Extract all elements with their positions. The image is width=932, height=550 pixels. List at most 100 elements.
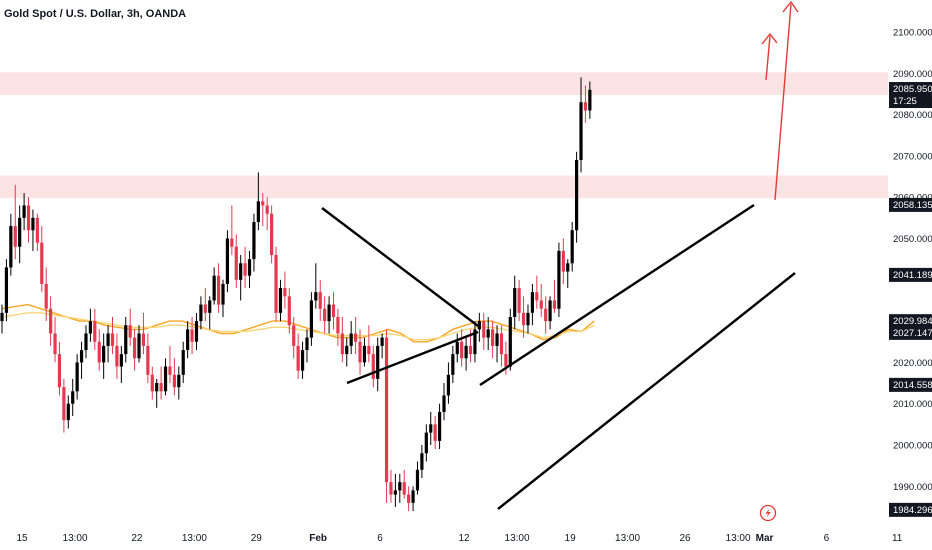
candle[interactable] bbox=[212, 267, 216, 305]
candle[interactable] bbox=[331, 292, 336, 330]
channel-upper-trendline[interactable] bbox=[479, 203, 755, 387]
candle[interactable] bbox=[437, 403, 442, 450]
candle[interactable] bbox=[287, 288, 291, 334]
candle[interactable] bbox=[247, 250, 252, 289]
candle[interactable] bbox=[486, 316, 490, 351]
candle[interactable] bbox=[460, 329, 464, 367]
time-axis[interactable]: 15 13:00 22 13:00 29 Feb 6 12 13:00 19 13:00 26 13:0… bbox=[16, 533, 902, 544]
candle[interactable] bbox=[309, 292, 313, 346]
candle[interactable] bbox=[18, 205, 22, 264]
candle[interactable] bbox=[300, 341, 305, 379]
candle[interactable] bbox=[155, 378, 159, 408]
candle[interactable] bbox=[407, 486, 411, 512]
candle[interactable] bbox=[552, 279, 557, 313]
candle[interactable] bbox=[314, 263, 318, 309]
candle[interactable] bbox=[535, 275, 539, 309]
candle[interactable] bbox=[296, 333, 300, 379]
candle[interactable] bbox=[278, 279, 283, 322]
candle[interactable] bbox=[44, 267, 48, 322]
candle[interactable] bbox=[336, 308, 340, 346]
candle[interactable] bbox=[588, 81, 592, 119]
trendline-drawings[interactable] bbox=[321, 0, 799, 510]
candle[interactable] bbox=[517, 279, 521, 322]
candle[interactable] bbox=[451, 345, 455, 384]
candle[interactable] bbox=[583, 85, 588, 123]
candle[interactable] bbox=[186, 321, 190, 359]
channel-lower-trendline[interactable] bbox=[497, 272, 796, 510]
candle[interactable] bbox=[252, 213, 256, 272]
projection-arrow-short[interactable] bbox=[765, 35, 771, 81]
candle[interactable] bbox=[570, 221, 574, 272]
candle[interactable] bbox=[159, 366, 163, 400]
candle[interactable] bbox=[190, 316, 194, 355]
candle[interactable] bbox=[79, 341, 84, 379]
candle[interactable] bbox=[477, 312, 481, 342]
candle[interactable] bbox=[539, 283, 543, 317]
lightning-icon[interactable] bbox=[759, 504, 777, 522]
candle[interactable] bbox=[340, 316, 344, 363]
candle[interactable] bbox=[327, 296, 331, 334]
candle[interactable] bbox=[239, 255, 243, 301]
candle[interactable] bbox=[398, 473, 402, 503]
candle[interactable] bbox=[66, 395, 70, 429]
candle[interactable] bbox=[499, 325, 504, 367]
candle[interactable] bbox=[354, 316, 358, 355]
candle[interactable] bbox=[561, 238, 565, 284]
triangle-upper-trendline[interactable] bbox=[321, 207, 479, 327]
candle[interactable] bbox=[71, 378, 75, 417]
candle[interactable] bbox=[75, 354, 79, 400]
candle[interactable] bbox=[57, 341, 62, 396]
candle[interactable] bbox=[199, 296, 203, 330]
candle[interactable] bbox=[106, 325, 110, 363]
candle[interactable] bbox=[274, 246, 278, 322]
candle[interactable] bbox=[579, 77, 583, 173]
candle[interactable] bbox=[345, 337, 349, 367]
candlestick-series[interactable] bbox=[0, 77, 592, 512]
candle[interactable] bbox=[411, 486, 415, 512]
candle[interactable] bbox=[389, 469, 393, 503]
candle[interactable] bbox=[35, 213, 39, 251]
candle[interactable] bbox=[429, 411, 433, 445]
candle[interactable] bbox=[13, 184, 17, 260]
candle[interactable] bbox=[119, 345, 123, 384]
candle[interactable] bbox=[53, 316, 57, 363]
candle[interactable] bbox=[318, 279, 322, 322]
candle[interactable] bbox=[495, 325, 499, 363]
candle[interactable] bbox=[482, 312, 486, 351]
candle[interactable] bbox=[194, 312, 199, 351]
candle[interactable] bbox=[230, 205, 234, 256]
candle[interactable] bbox=[40, 226, 44, 293]
candle[interactable] bbox=[362, 337, 367, 367]
candle[interactable] bbox=[150, 366, 154, 400]
candle[interactable] bbox=[163, 358, 168, 396]
candle[interactable] bbox=[358, 329, 362, 375]
candle[interactable] bbox=[49, 296, 53, 346]
candle[interactable] bbox=[265, 197, 269, 231]
candle[interactable] bbox=[31, 209, 35, 251]
candle[interactable] bbox=[62, 378, 66, 433]
candle[interactable] bbox=[433, 416, 437, 450]
candle[interactable] bbox=[0, 304, 4, 334]
candle[interactable] bbox=[530, 283, 534, 326]
candle[interactable] bbox=[141, 312, 146, 355]
candle[interactable] bbox=[216, 263, 221, 313]
candle[interactable] bbox=[256, 172, 260, 231]
candle[interactable] bbox=[508, 308, 512, 371]
candle[interactable] bbox=[557, 242, 561, 317]
candle[interactable] bbox=[168, 345, 172, 384]
candle[interactable] bbox=[367, 325, 371, 363]
candle[interactable] bbox=[181, 341, 185, 384]
candle[interactable] bbox=[283, 271, 287, 309]
candle[interactable] bbox=[566, 259, 570, 289]
candle[interactable] bbox=[380, 333, 384, 359]
candle[interactable] bbox=[349, 321, 353, 355]
candle[interactable] bbox=[110, 316, 115, 355]
candle[interactable] bbox=[384, 329, 389, 503]
candle[interactable] bbox=[234, 234, 238, 289]
candle[interactable] bbox=[177, 366, 181, 400]
candle[interactable] bbox=[575, 151, 579, 243]
candle[interactable] bbox=[115, 333, 119, 379]
candle[interactable] bbox=[243, 246, 247, 289]
candle[interactable] bbox=[208, 296, 212, 330]
